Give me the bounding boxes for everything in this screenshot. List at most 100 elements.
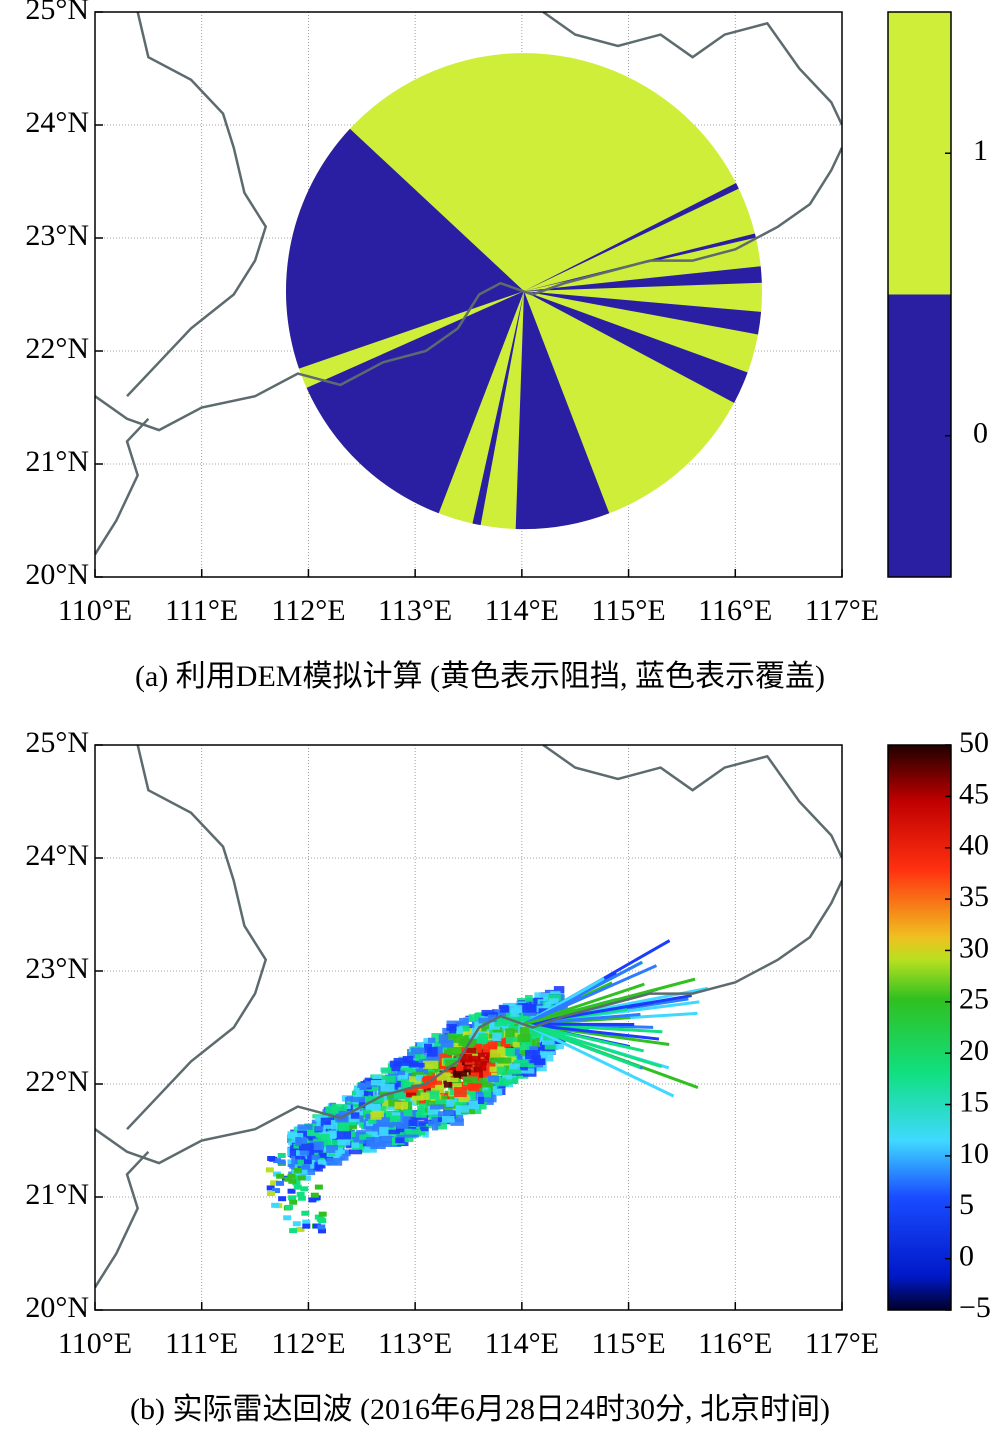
echo-cell: [318, 1160, 326, 1165]
echo-cell: [293, 1221, 301, 1226]
boundary-line: [95, 1152, 148, 1288]
echo-cell: [463, 1076, 478, 1083]
echo-cell: [454, 1071, 467, 1077]
echo-cell: [289, 1228, 297, 1233]
echo-cell: [276, 1181, 284, 1186]
echo-cell: [330, 1133, 337, 1138]
x-tick-label: 114°E: [485, 1327, 559, 1360]
echo-cell: [478, 1033, 488, 1040]
echo-cell: [420, 1127, 429, 1131]
echo-cell: [395, 1137, 405, 1143]
echo-cell: [498, 1058, 512, 1064]
echo-cell: [497, 1067, 506, 1075]
echo-cell: [312, 1155, 320, 1160]
caption: (b) 实际雷达回波 (2016年6月28日24时30分, 北京时间): [130, 1393, 830, 1426]
echo-cell: [457, 1026, 463, 1034]
x-tick-label: 115°E: [591, 1327, 665, 1360]
echo-cell: [416, 1112, 427, 1117]
echo-cell: [469, 1101, 479, 1109]
echo-cell: [423, 1061, 438, 1069]
echo-cell: [350, 1097, 365, 1102]
echo-cell: [287, 1174, 295, 1179]
echo-cell: [315, 1126, 323, 1131]
x-tick-label: 117°E: [805, 1327, 879, 1360]
echo-cell: [469, 1014, 476, 1022]
colorbar-gradient: [888, 745, 951, 1310]
echo-cell: [298, 1175, 306, 1180]
echo-cell: [302, 1224, 310, 1229]
echo-cell: [302, 1164, 310, 1169]
x-tick-label: 114°E: [485, 594, 559, 627]
x-tick-label: 112°E: [271, 1327, 345, 1360]
echo-cell: [288, 1195, 296, 1200]
echo-cell: [403, 1056, 414, 1063]
echo-cell: [271, 1203, 279, 1208]
colorbar-tick-label: 0: [959, 1240, 974, 1273]
echo-cell: [278, 1159, 286, 1164]
echo-cell: [371, 1080, 385, 1085]
echo-cell: [420, 1092, 429, 1100]
plot-area: [95, 745, 842, 1310]
colorbar-tick-label: 5: [959, 1188, 974, 1221]
y-tick-label: 24°N: [25, 839, 89, 872]
boundary-line: [127, 745, 266, 1129]
echo-cell: [517, 1034, 530, 1042]
echo-cell: [427, 1047, 438, 1057]
colorbar-tick-label: 40: [959, 829, 989, 862]
x-tick-label: 116°E: [698, 1327, 772, 1360]
echo-cell: [404, 1129, 412, 1134]
echo-cell: [522, 1004, 537, 1013]
echo-cell: [449, 1025, 456, 1033]
echo-cell: [534, 1058, 546, 1064]
y-tick-label: 25°N: [25, 726, 89, 759]
echo-cell: [456, 1065, 463, 1071]
echo-cell: [297, 1124, 312, 1129]
echo-cell: [478, 1097, 484, 1104]
echo-cell: [339, 1121, 349, 1131]
echo-cell: [513, 1042, 520, 1047]
echo-cell: [484, 1090, 491, 1097]
echo-cell: [432, 1126, 438, 1131]
echo-cell: [439, 1034, 449, 1043]
y-tick-label: 21°N: [25, 1178, 89, 1211]
echo-cell: [266, 1167, 274, 1172]
echo-cell: [390, 1061, 401, 1068]
echo-cell: [294, 1185, 302, 1190]
y-tick-label: 22°N: [25, 332, 89, 365]
echo-cell: [356, 1130, 366, 1134]
echo-cell: [304, 1159, 312, 1164]
x-tick-label: 115°E: [591, 594, 665, 627]
echo-cell: [503, 1079, 512, 1084]
colorbar-tick-label: 15: [959, 1085, 989, 1118]
colorbar-tick-label: 0: [973, 417, 988, 450]
colorbar-tick-label: −5: [959, 1291, 991, 1324]
x-tick-label: 117°E: [805, 594, 879, 627]
colorbar-segment: [888, 12, 951, 295]
echo-cell: [430, 1105, 444, 1110]
echo-cell: [283, 1215, 291, 1220]
boundary-line: [95, 419, 148, 555]
echo-cell: [492, 1033, 501, 1041]
echo-cell: [278, 1196, 286, 1201]
x-tick-label: 116°E: [698, 594, 772, 627]
echo-cell: [294, 1168, 302, 1173]
echo-cell: [317, 1224, 325, 1229]
boundary-line: [127, 12, 266, 396]
colorbar-segment: [888, 295, 951, 578]
x-tick-label: 111°E: [165, 1327, 238, 1360]
y-tick-label: 20°N: [25, 1291, 89, 1324]
echo-cell: [505, 1028, 515, 1037]
echo-cell: [267, 1191, 275, 1196]
echo-cell: [387, 1130, 400, 1135]
echo-cell: [379, 1127, 388, 1136]
echo-cell: [500, 1006, 509, 1013]
echo-cell: [366, 1137, 382, 1147]
echo-cell: [545, 1045, 556, 1050]
echo-cell: [315, 1185, 323, 1190]
echo-cell: [442, 1116, 455, 1123]
plot-area: [95, 12, 842, 577]
echo-cell: [278, 1153, 286, 1158]
